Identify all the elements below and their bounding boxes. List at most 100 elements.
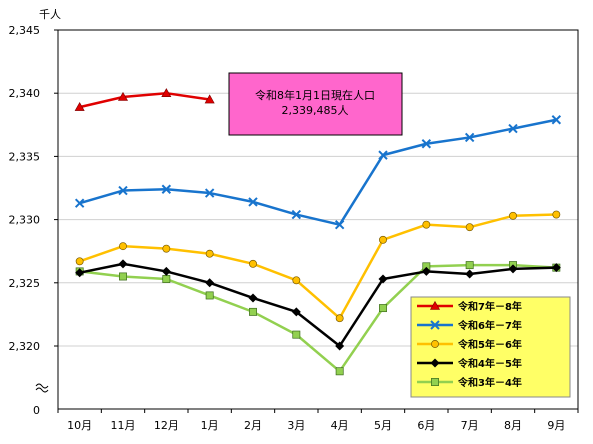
data-point bbox=[465, 269, 475, 279]
data-point bbox=[378, 150, 388, 160]
data-point bbox=[508, 264, 518, 274]
data-point bbox=[335, 367, 344, 376]
data-point bbox=[291, 307, 301, 317]
x-tick-label: 5月 bbox=[374, 419, 392, 432]
data-point bbox=[334, 219, 345, 230]
x-tick-label: 10月 bbox=[67, 419, 92, 432]
x-tick-label: 4月 bbox=[331, 419, 349, 432]
data-point bbox=[74, 198, 85, 208]
data-point bbox=[551, 115, 562, 125]
data-point bbox=[74, 101, 85, 111]
data-point bbox=[421, 139, 432, 149]
data-point bbox=[204, 94, 215, 104]
data-point bbox=[118, 185, 128, 196]
data-point bbox=[292, 330, 301, 339]
y-zero-label: 0 bbox=[33, 404, 40, 417]
series-1 bbox=[74, 88, 215, 111]
data-point bbox=[161, 266, 171, 276]
data-point bbox=[335, 341, 345, 351]
y-tick-label: 2,340 bbox=[9, 87, 41, 100]
x-tick-label: 12月 bbox=[154, 419, 179, 432]
data-point bbox=[205, 291, 214, 300]
x-axis-ticks: 10月 11月 12月 1月 2月 3月 4月 5月 6月 7月 8月 9月 bbox=[57, 409, 579, 432]
data-point bbox=[248, 197, 258, 207]
data-point bbox=[379, 235, 387, 244]
annotation-line-1: 令和8年1月1日現在人口 bbox=[255, 88, 375, 102]
x-tick-label: 11月 bbox=[111, 419, 136, 432]
series-2 bbox=[74, 115, 562, 230]
data-point bbox=[509, 211, 517, 220]
data-point bbox=[430, 358, 440, 368]
data-point bbox=[249, 259, 257, 268]
x-tick-label: 6月 bbox=[417, 419, 435, 432]
legend-item: 令和4年－5年 bbox=[417, 357, 522, 370]
data-point bbox=[161, 88, 172, 97]
data-point bbox=[162, 275, 171, 283]
data-point bbox=[465, 261, 474, 270]
data-point bbox=[421, 266, 431, 276]
data-point bbox=[335, 314, 344, 323]
series-group bbox=[74, 88, 562, 376]
data-point bbox=[551, 263, 561, 273]
data-point bbox=[430, 320, 440, 330]
x-tick-label: 2月 bbox=[244, 419, 262, 432]
data-point bbox=[75, 257, 84, 266]
data-point bbox=[161, 184, 172, 194]
x-tick-label: 7月 bbox=[461, 419, 479, 432]
x-tick-label: 8月 bbox=[504, 419, 522, 432]
legend-item: 令和7年－8年 bbox=[417, 300, 522, 313]
y-tick-label: 2,345 bbox=[9, 24, 41, 37]
legend-label: 令和4年－5年 bbox=[457, 357, 522, 370]
series-4 bbox=[75, 259, 561, 351]
data-point bbox=[117, 91, 129, 101]
data-point bbox=[422, 220, 431, 229]
data-point bbox=[508, 123, 518, 134]
legend-item: 令和6年－7年 bbox=[417, 319, 522, 332]
data-point bbox=[119, 242, 127, 251]
data-point bbox=[429, 300, 441, 310]
data-point bbox=[292, 276, 301, 285]
series-3 bbox=[75, 210, 561, 323]
x-tick-label: 1月 bbox=[201, 419, 219, 432]
data-point bbox=[379, 304, 387, 313]
legend-label: 令和3年－4年 bbox=[457, 376, 522, 389]
data-point bbox=[204, 188, 215, 198]
y-tick-label: 2,325 bbox=[9, 277, 41, 290]
series-line bbox=[79, 213, 557, 320]
y-tick-label: 2,335 bbox=[9, 150, 41, 163]
legend-item: 令和3年－4年 bbox=[417, 376, 522, 389]
legend-item: 令和5年－6年 bbox=[417, 338, 522, 351]
series-line bbox=[79, 263, 557, 373]
y-tick-label: 2,320 bbox=[9, 340, 41, 353]
data-point bbox=[378, 274, 388, 284]
data-point bbox=[205, 278, 215, 288]
legend-label: 令和5年－6年 bbox=[457, 338, 522, 351]
data-point bbox=[431, 340, 439, 348]
series-line bbox=[79, 91, 210, 109]
data-point bbox=[249, 307, 257, 316]
y-axis-ticks: 2,345 2,340 2,335 2,330 2,325 2,320 bbox=[9, 24, 58, 353]
data-point bbox=[162, 244, 171, 253]
data-point bbox=[75, 268, 85, 278]
x-tick-label: 3月 bbox=[287, 419, 305, 432]
data-point bbox=[552, 210, 561, 219]
annotation-line-2: 2,339,485人 bbox=[282, 104, 349, 117]
y-tick-label: 2,330 bbox=[9, 214, 41, 227]
data-point bbox=[291, 209, 302, 220]
legend-label: 令和6年－7年 bbox=[457, 319, 522, 332]
annotation-box: 令和8年1月1日現在人口 2,339,485人 bbox=[228, 72, 403, 136]
y-unit-label: 千人 bbox=[39, 8, 61, 21]
data-point bbox=[118, 259, 128, 269]
legend-label: 令和7年－8年 bbox=[457, 300, 522, 313]
data-point bbox=[431, 378, 439, 386]
data-point bbox=[464, 132, 475, 143]
series-line bbox=[79, 262, 557, 348]
data-point bbox=[465, 223, 474, 232]
axis-break-icon bbox=[35, 383, 49, 393]
series-line bbox=[79, 118, 557, 226]
data-point bbox=[248, 293, 258, 303]
x-tick-label: 9月 bbox=[547, 419, 565, 432]
data-point bbox=[119, 272, 127, 281]
